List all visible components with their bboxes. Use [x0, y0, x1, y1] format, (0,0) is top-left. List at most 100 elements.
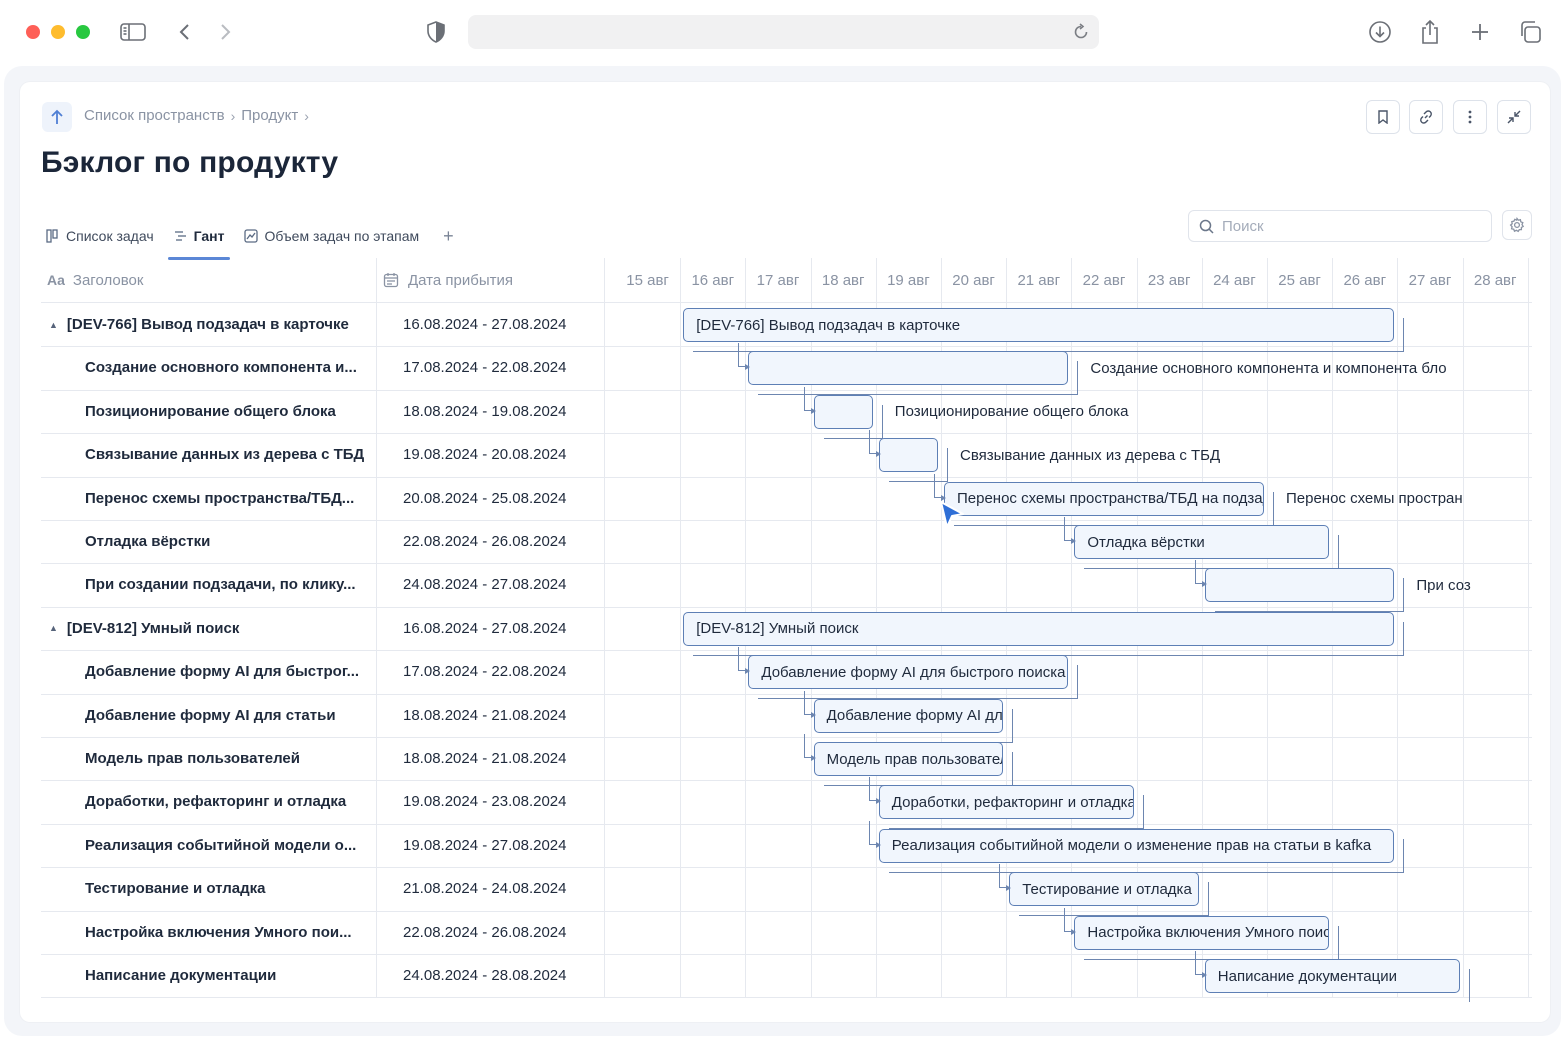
- close-window-button[interactable]: [26, 25, 40, 39]
- header-divider: [41, 302, 1532, 303]
- tab-overview-icon[interactable]: [1515, 17, 1545, 47]
- search-input[interactable]: [1222, 217, 1482, 235]
- task-bar[interactable]: [1204, 568, 1395, 603]
- row-divider: [41, 389, 1532, 391]
- day-gridline: [1397, 258, 1399, 998]
- row-title-text: Отладка вёрстки: [85, 533, 211, 550]
- collapse-button[interactable]: [1497, 100, 1531, 134]
- day-header: 19 авг: [887, 271, 930, 289]
- row-title-text: Позиционирование общего блока: [85, 402, 336, 420]
- task-bar[interactable]: Доработки, рефакторинг и отладка: [878, 785, 1134, 820]
- row-title-text: [DEV-812] Умный поиск: [66, 619, 240, 637]
- dependency-connector: [868, 430, 877, 455]
- copy-link-button[interactable]: [1409, 100, 1443, 134]
- group-bar[interactable]: [DEV-766] Вывод подзадач в карточке: [683, 308, 1395, 342]
- view-tabs: Список задач Гант Объем задач по этапам …: [46, 216, 454, 260]
- zoom-window-button[interactable]: [76, 25, 90, 39]
- row-title-text: Доработки, рефакторинг и отладка: [85, 793, 347, 811]
- forward-arrow-icon[interactable]: [210, 17, 240, 47]
- task-bar[interactable]: Реализация событийной модели о изменение…: [878, 828, 1395, 863]
- address-bar[interactable]: [468, 15, 1099, 49]
- task-bar[interactable]: Написание документации: [1204, 959, 1460, 993]
- bar-label: Реализация событийной модели о изменение…: [891, 837, 1372, 855]
- day-header: 17 авг: [756, 271, 800, 289]
- breadcrumb-item-product[interactable]: Продукт: [241, 107, 299, 124]
- title-column-header[interactable]: Aa Заголовок: [47, 258, 143, 302]
- chevron-right-icon: ›: [230, 107, 236, 124]
- row-title-text: Написание документации: [85, 967, 277, 984]
- task-row-title[interactable]: Тестирование и отладка: [85, 867, 266, 910]
- day-header: 15 авг: [626, 271, 669, 289]
- day-gridline: [1462, 258, 1464, 998]
- task-bar[interactable]: Перенос схемы пространства/ТБД на подзад…: [944, 481, 1264, 516]
- dependency-connector: [868, 777, 877, 802]
- group-row-title[interactable]: ▲ [DEV-766] Вывод подзадач в карточке: [49, 303, 349, 346]
- more-options-button[interactable]: [1453, 100, 1487, 134]
- bar-label: Отладка вёрстки: [1087, 533, 1205, 551]
- day-header: 21 авг: [1017, 271, 1061, 289]
- row-date-range: 16.08.2024 - 27.08.2024: [403, 316, 567, 333]
- bar-outside-label: При соз: [1416, 576, 1471, 594]
- bookmark-button[interactable]: [1366, 100, 1400, 134]
- task-bar[interactable]: Тестирование и отладка: [1009, 872, 1199, 907]
- group-bar[interactable]: [DEV-812] Умный поиск: [683, 611, 1395, 646]
- dependency-arrow-icon: [875, 841, 881, 848]
- add-tab-icon[interactable]: +: [443, 225, 454, 246]
- minimize-window-button[interactable]: [51, 25, 65, 39]
- task-bar[interactable]: Добавление форму AI для быстрого поиска: [748, 655, 1069, 690]
- breadcrumb-item-spaces[interactable]: Список пространств: [84, 107, 225, 124]
- task-row-title[interactable]: Добавление форму AI для быстрог...: [85, 650, 359, 693]
- task-bar[interactable]: [878, 438, 938, 473]
- collapse-icon: [1507, 110, 1521, 124]
- tab-gantt[interactable]: Гант: [167, 216, 235, 260]
- task-bar[interactable]: Добавление форму AI для статьи: [813, 698, 1004, 733]
- task-row-title[interactable]: Перенос схемы пространства/ТБД...: [85, 477, 354, 520]
- group-row-title[interactable]: ▲ [DEV-812] Умный поиск: [49, 607, 239, 650]
- view-settings-button[interactable]: [1502, 210, 1532, 240]
- task-row-title[interactable]: Написание документации: [85, 954, 276, 997]
- task-bar[interactable]: [813, 394, 873, 429]
- task-row-title[interactable]: Связывание данных из дерева с ТБД: [85, 433, 364, 476]
- download-icon[interactable]: [1365, 17, 1395, 47]
- tab-task-list[interactable]: Список задач: [46, 216, 164, 256]
- task-row-title[interactable]: Отладка вёрстки: [85, 520, 210, 563]
- task-bar[interactable]: [748, 351, 1069, 386]
- task-bar[interactable]: Отладка вёрстки: [1074, 525, 1330, 559]
- privacy-shield-icon[interactable]: [421, 17, 451, 47]
- task-row-title[interactable]: Настройка включения Умного пои...: [85, 911, 352, 954]
- dependency-connector: [1194, 560, 1203, 585]
- task-row-title[interactable]: При создании подзадачи, по клику...: [85, 563, 356, 606]
- row-divider: [41, 606, 1532, 608]
- task-row-title[interactable]: Реализация событийной модели о...: [85, 824, 356, 867]
- day-header: 20 авг: [952, 271, 995, 289]
- search-field[interactable]: [1188, 210, 1492, 242]
- dependency-connector: [803, 386, 812, 411]
- task-bar[interactable]: Настройка включения Умного поиска: [1074, 915, 1330, 950]
- dependency-connector: [738, 343, 747, 368]
- task-row-title[interactable]: Модель прав пользователей: [85, 737, 300, 780]
- task-row-title[interactable]: Позиционирование общего блока: [85, 390, 336, 433]
- sidebar-toggle-icon[interactable]: [118, 17, 148, 47]
- row-divider: [41, 693, 1532, 695]
- gear-icon: [1509, 217, 1525, 233]
- date-column-header[interactable]: Дата прибытия: [383, 258, 513, 302]
- task-row-title[interactable]: Создание основного компонента и...: [85, 346, 357, 389]
- tab-volume-by-stage[interactable]: Объем задач по этапам: [244, 216, 429, 256]
- go-up-button[interactable]: [42, 102, 72, 132]
- row-date-range: 22.08.2024 - 26.08.2024: [403, 533, 567, 550]
- back-arrow-icon[interactable]: [170, 17, 200, 47]
- task-bar[interactable]: Модель прав пользователей: [813, 742, 1004, 776]
- day-gridline: [1527, 258, 1529, 998]
- share-icon[interactable]: [1415, 17, 1445, 47]
- column-divider: [376, 258, 377, 998]
- task-row-title[interactable]: Доработки, рефакторинг и отладка: [85, 780, 346, 823]
- collapse-caret-icon[interactable]: ▲: [49, 623, 58, 634]
- new-tab-icon[interactable]: [1465, 17, 1495, 47]
- dependency-arrow-icon: [810, 407, 816, 414]
- browser-toolbar: [0, 0, 1565, 64]
- row-date-range: 24.08.2024 - 28.08.2024: [403, 967, 567, 984]
- task-row-title[interactable]: Добавление форму AI для статьи: [85, 694, 336, 737]
- day-header: 16 авг: [691, 271, 735, 289]
- reload-icon[interactable]: [1071, 22, 1091, 42]
- collapse-caret-icon[interactable]: ▲: [49, 319, 58, 330]
